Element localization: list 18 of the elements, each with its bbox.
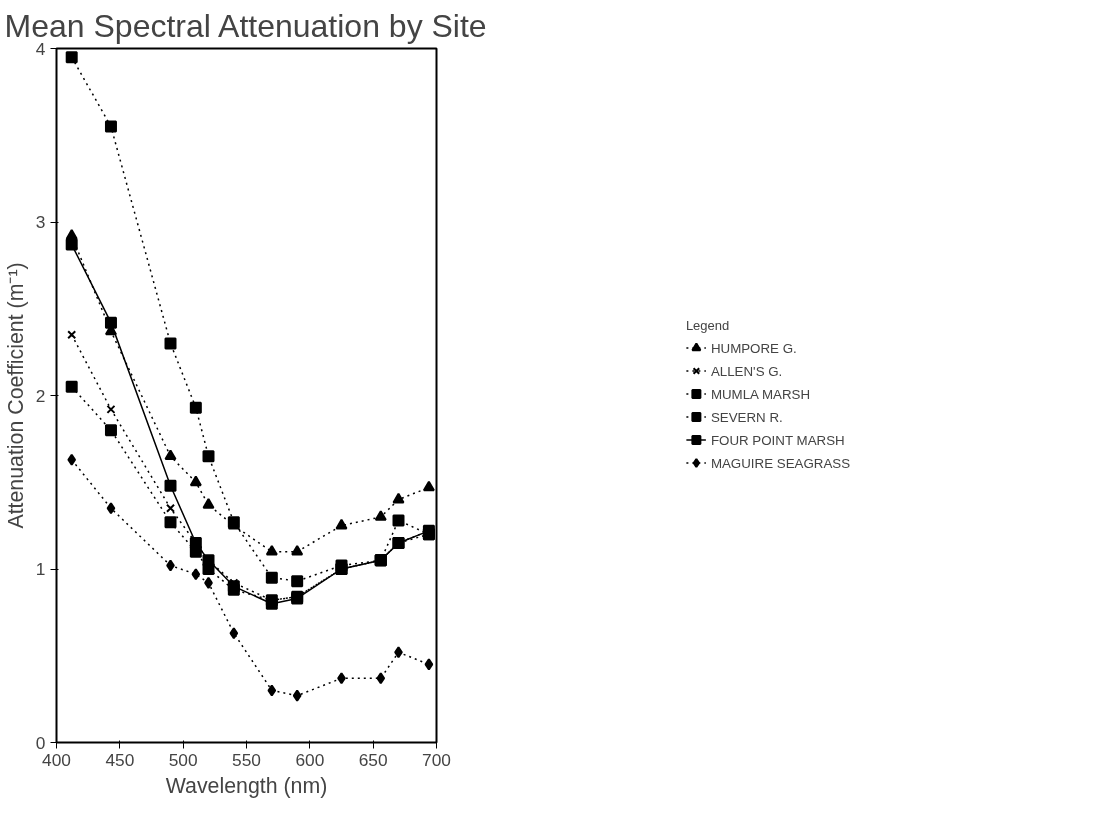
y-tick-label: 1: [35, 559, 46, 579]
legend-label: MUMLA MARSH: [710, 386, 811, 401]
y-tick-label: 2: [35, 385, 46, 406]
legend-label: SEVERN R.: [710, 409, 783, 424]
legend-label: FOUR POINT MARSH: [710, 432, 845, 447]
legend-label: HUMPORE G.: [710, 340, 797, 355]
legend-label: ALLEN'S G.: [710, 363, 783, 378]
x-tick-label: 550: [232, 749, 261, 770]
x-axis-title: Wavelength (nm): [165, 773, 328, 798]
x-tick-label: 600: [295, 749, 325, 770]
x-tick-label: 650: [358, 749, 388, 770]
y-tick-label: 3: [35, 212, 46, 232]
legend-label: MAGUIRE SEAGRASS: [710, 455, 851, 470]
legend-title: Legend: [685, 317, 731, 333]
x-tick-label: 700: [422, 749, 451, 770]
y-axis-title: Attenuation Coefficient (m⁻¹): [3, 262, 28, 529]
x-tick-label: 450: [105, 749, 135, 770]
x-tick-label: 500: [168, 749, 198, 770]
